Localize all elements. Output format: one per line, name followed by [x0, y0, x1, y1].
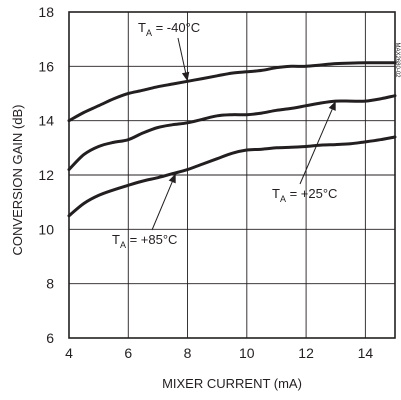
series-line-plus25: [67, 94, 397, 172]
series-layer: [67, 61, 397, 218]
y-tick-label: 18: [38, 4, 54, 20]
x-tick-label: 12: [298, 345, 314, 361]
x-axis-label: MIXER CURRENT (mA): [162, 376, 302, 391]
series-line-minus40: [67, 61, 397, 123]
series-line-plus85: [67, 135, 397, 218]
arrowhead-plus85: [168, 173, 176, 184]
leader-line-plus85: [151, 181, 173, 231]
y-axis-label: CONVERSION GAIN (dB): [10, 105, 25, 256]
y-tick-label: 14: [38, 113, 54, 129]
x-tick-label: 6: [124, 345, 132, 361]
part-number-watermark: MAX2680-02: [394, 42, 400, 78]
grid-layer: [68, 11, 395, 339]
leader-line-minus40: [177, 37, 187, 73]
plot-frame: [68, 11, 396, 339]
y-tick-label: 16: [38, 58, 54, 74]
x-tick-label: 8: [184, 345, 192, 361]
y-tick-label: 12: [38, 167, 54, 183]
arrowhead-minus40: [181, 71, 190, 82]
leader-line-plus25: [299, 109, 333, 185]
x-tick-label: 4: [65, 345, 73, 361]
annotation-label-plus85: TA = +85°C: [112, 232, 177, 250]
y-tick-label: 8: [46, 276, 54, 292]
annotation-label-minus40: TA = -40°C: [138, 20, 200, 38]
annotation-label-plus25: TA = +25°C: [272, 186, 337, 204]
y-tick-label: 10: [38, 221, 54, 237]
annotation-layer: TA = -40°C TA = +25°C TA = +85°C: [112, 20, 337, 250]
y-tick-label: 6: [46, 330, 54, 346]
x-tick-label: 10: [239, 345, 255, 361]
arrowhead-plus25: [328, 101, 336, 111]
x-tick-label: 14: [358, 345, 374, 361]
